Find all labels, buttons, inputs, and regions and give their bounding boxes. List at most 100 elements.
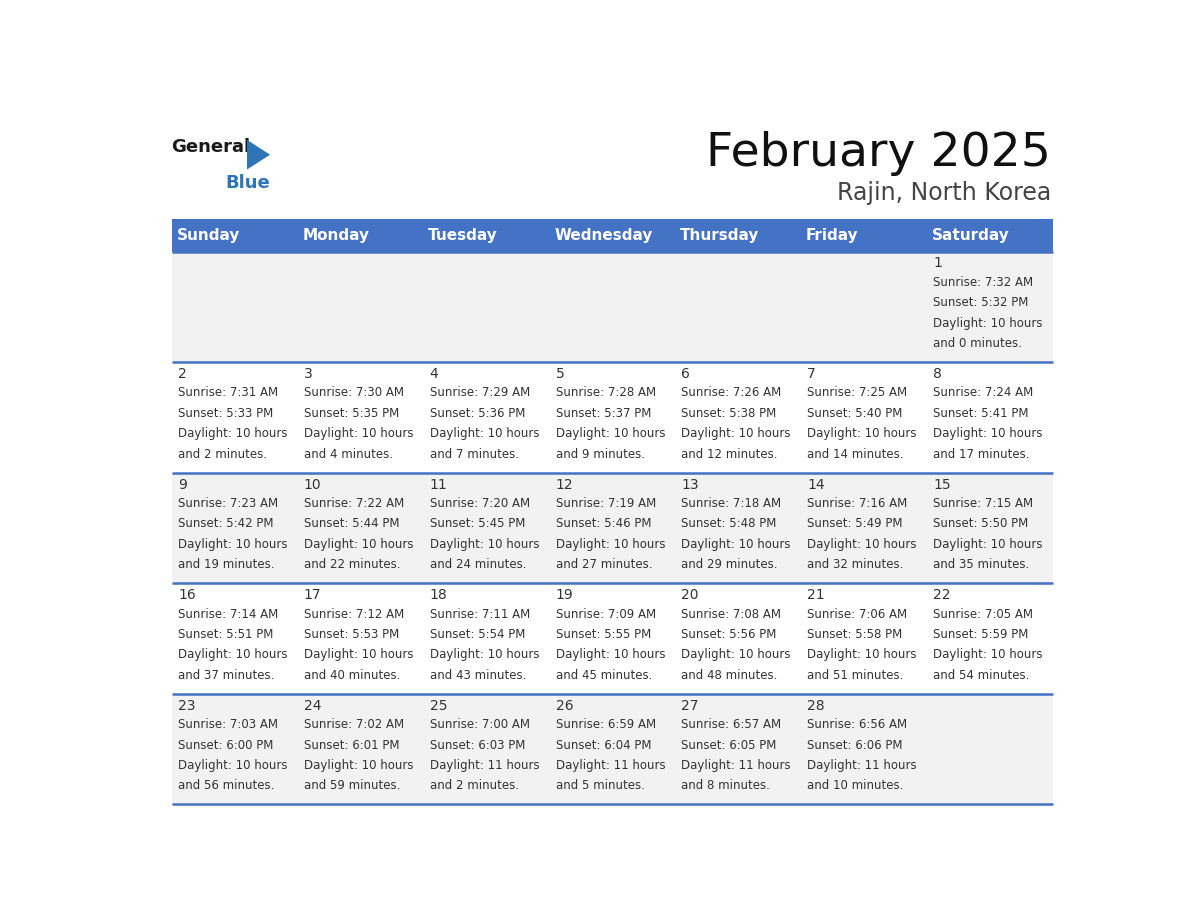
Bar [171,694,297,804]
Text: Sunset: 5:54 PM: Sunset: 5:54 PM [430,628,525,641]
Text: Sunset: 5:50 PM: Sunset: 5:50 PM [934,518,1029,531]
Text: and 5 minutes.: and 5 minutes. [556,779,644,792]
Text: Sunrise: 7:30 AM: Sunrise: 7:30 AM [304,386,404,399]
Bar [423,694,549,804]
Text: 24: 24 [304,699,321,712]
Text: and 51 minutes.: and 51 minutes. [808,669,904,682]
Bar [297,583,423,694]
Text: Daylight: 11 hours: Daylight: 11 hours [808,759,917,772]
Text: Daylight: 10 hours: Daylight: 10 hours [682,538,791,551]
Bar [423,583,549,694]
Bar [549,694,675,804]
Text: Sunset: 5:41 PM: Sunset: 5:41 PM [934,407,1029,420]
Text: 20: 20 [682,588,699,602]
Text: Sunset: 5:49 PM: Sunset: 5:49 PM [808,518,903,531]
Text: Daylight: 10 hours: Daylight: 10 hours [934,427,1043,441]
Text: 17: 17 [304,588,322,602]
Bar [927,219,1053,252]
Text: Sunrise: 7:06 AM: Sunrise: 7:06 AM [808,608,908,621]
Text: and 40 minutes.: and 40 minutes. [304,669,400,682]
Bar [171,252,297,362]
Text: 4: 4 [430,367,438,381]
Text: Sunset: 5:58 PM: Sunset: 5:58 PM [808,628,903,641]
Text: 10: 10 [304,477,322,491]
Text: Sunset: 5:59 PM: Sunset: 5:59 PM [934,628,1029,641]
Bar [675,219,801,252]
Text: Friday: Friday [805,229,859,243]
Bar [297,252,423,362]
Text: 7: 7 [808,367,816,381]
Bar [675,252,801,362]
Text: Monday: Monday [303,229,369,243]
Text: Daylight: 10 hours: Daylight: 10 hours [430,648,539,661]
Text: Sunrise: 7:05 AM: Sunrise: 7:05 AM [934,608,1034,621]
Bar [549,219,675,252]
Text: Sunrise: 7:24 AM: Sunrise: 7:24 AM [934,386,1034,399]
Text: and 4 minutes.: and 4 minutes. [304,448,393,461]
Text: and 37 minutes.: and 37 minutes. [178,669,274,682]
Text: and 43 minutes.: and 43 minutes. [430,669,526,682]
Bar [675,362,801,473]
Text: and 56 minutes.: and 56 minutes. [178,779,274,792]
Text: Sunset: 5:38 PM: Sunset: 5:38 PM [682,407,777,420]
Text: Daylight: 10 hours: Daylight: 10 hours [682,648,791,661]
Text: and 45 minutes.: and 45 minutes. [556,669,652,682]
Text: and 35 minutes.: and 35 minutes. [934,558,1030,571]
Bar [675,473,801,583]
Bar [423,362,549,473]
Text: and 29 minutes.: and 29 minutes. [682,558,778,571]
Text: and 27 minutes.: and 27 minutes. [556,558,652,571]
Text: and 19 minutes.: and 19 minutes. [178,558,274,571]
Bar [549,473,675,583]
Text: Sunset: 5:51 PM: Sunset: 5:51 PM [178,628,273,641]
Text: and 2 minutes.: and 2 minutes. [178,448,267,461]
Text: Daylight: 11 hours: Daylight: 11 hours [430,759,539,772]
Bar [297,219,423,252]
Text: Sunrise: 6:59 AM: Sunrise: 6:59 AM [556,718,656,731]
Text: Daylight: 10 hours: Daylight: 10 hours [178,759,287,772]
Text: February 2025: February 2025 [706,131,1051,176]
Text: Sunrise: 7:03 AM: Sunrise: 7:03 AM [178,718,278,731]
Text: Sunset: 5:32 PM: Sunset: 5:32 PM [934,297,1029,309]
Text: Blue: Blue [225,174,270,192]
Text: Sunset: 5:36 PM: Sunset: 5:36 PM [430,407,525,420]
Text: Sunset: 5:55 PM: Sunset: 5:55 PM [556,628,651,641]
Text: 2: 2 [178,367,187,381]
Text: and 48 minutes.: and 48 minutes. [682,669,778,682]
Text: Daylight: 10 hours: Daylight: 10 hours [304,759,413,772]
Bar [927,473,1053,583]
Text: and 22 minutes.: and 22 minutes. [304,558,400,571]
Text: Daylight: 10 hours: Daylight: 10 hours [556,427,665,441]
Bar [171,583,297,694]
Text: Sunset: 6:01 PM: Sunset: 6:01 PM [304,738,399,752]
Text: and 59 minutes.: and 59 minutes. [304,779,400,792]
Text: 15: 15 [934,477,950,491]
Text: and 32 minutes.: and 32 minutes. [808,558,904,571]
Text: Sunset: 5:48 PM: Sunset: 5:48 PM [682,518,777,531]
Bar [675,694,801,804]
Text: Daylight: 10 hours: Daylight: 10 hours [934,317,1043,330]
Bar [171,219,297,252]
Text: Sunset: 5:37 PM: Sunset: 5:37 PM [556,407,651,420]
Bar [801,583,927,694]
Bar [801,252,927,362]
Text: and 9 minutes.: and 9 minutes. [556,448,645,461]
Text: Sunrise: 7:12 AM: Sunrise: 7:12 AM [304,608,404,621]
Text: Rajin, North Korea: Rajin, North Korea [836,181,1051,205]
Text: Sunset: 5:56 PM: Sunset: 5:56 PM [682,628,777,641]
Text: 23: 23 [178,699,196,712]
Text: 5: 5 [556,367,564,381]
Text: 12: 12 [556,477,573,491]
Text: Daylight: 10 hours: Daylight: 10 hours [808,648,917,661]
Text: Wednesday: Wednesday [554,229,652,243]
Bar [801,694,927,804]
Text: 1: 1 [934,256,942,271]
Text: Sunrise: 7:23 AM: Sunrise: 7:23 AM [178,497,278,510]
Text: and 2 minutes.: and 2 minutes. [430,779,519,792]
Text: 25: 25 [430,699,447,712]
Text: 16: 16 [178,588,196,602]
Text: Daylight: 11 hours: Daylight: 11 hours [556,759,665,772]
Text: Daylight: 11 hours: Daylight: 11 hours [682,759,791,772]
Bar [549,252,675,362]
Bar [927,694,1053,804]
